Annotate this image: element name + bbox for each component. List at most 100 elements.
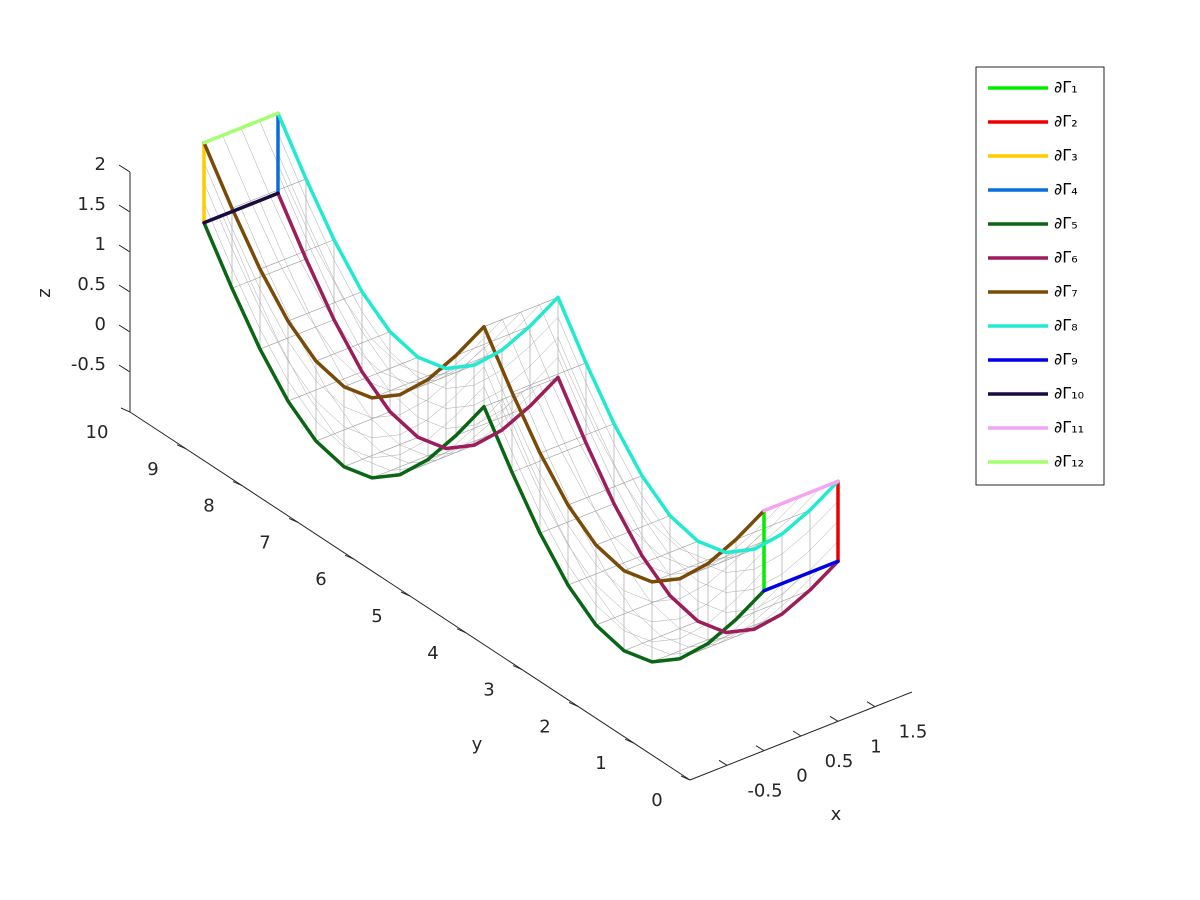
y-tick xyxy=(344,554,355,560)
mesh-line xyxy=(315,246,344,300)
mesh-line xyxy=(259,328,289,382)
legend-label: ∂Γ₁ xyxy=(1054,78,1078,97)
mesh-line xyxy=(614,617,643,644)
mesh-line xyxy=(389,351,419,378)
mesh-line xyxy=(287,340,317,382)
y-tick-label: 5 xyxy=(371,606,382,627)
x-tick-label: 0.5 xyxy=(825,751,854,772)
legend-box xyxy=(975,66,1105,486)
x-tick xyxy=(718,759,728,766)
mesh-line xyxy=(558,445,587,498)
mesh-line xyxy=(735,550,765,580)
mesh-line xyxy=(754,583,783,613)
y-tick-label: 8 xyxy=(203,496,214,517)
mesh-line xyxy=(529,317,559,347)
mesh-line xyxy=(277,153,307,220)
mesh-line xyxy=(501,345,531,371)
mesh-line xyxy=(362,459,391,471)
mesh-line xyxy=(240,207,270,274)
mesh-line xyxy=(501,365,531,391)
legend-label: ∂Γ₁₁ xyxy=(1054,418,1084,437)
mesh-line xyxy=(753,553,783,570)
legend-label: ∂Γ₅ xyxy=(1054,214,1078,233)
mesh-line xyxy=(333,259,363,312)
y-tick-label: 6 xyxy=(315,569,326,590)
boundary-curve xyxy=(762,559,840,593)
y-axis-label: y xyxy=(472,734,483,755)
mesh-line xyxy=(791,488,820,518)
x-tick-label: 1.5 xyxy=(899,722,928,743)
mesh-line xyxy=(371,338,400,365)
mesh-line xyxy=(343,406,373,419)
z-tick-label: 1.5 xyxy=(77,194,106,215)
mesh-line xyxy=(259,120,288,187)
boundary-curve xyxy=(202,140,766,584)
mesh-line xyxy=(744,524,774,549)
y-tick xyxy=(680,775,691,781)
mesh-line xyxy=(735,570,765,600)
mesh-line xyxy=(305,218,335,280)
mesh-line xyxy=(595,430,624,484)
z-tick-label: 2 xyxy=(95,154,106,175)
mesh-line xyxy=(567,370,596,432)
mesh-line xyxy=(259,308,289,362)
mesh-line xyxy=(651,602,680,629)
mesh-line xyxy=(352,426,382,453)
mesh-line xyxy=(250,280,279,342)
mesh-line xyxy=(492,311,522,341)
mesh-line xyxy=(445,385,475,389)
x-tick-label: -0.5 xyxy=(747,780,782,801)
mesh-line xyxy=(586,497,615,538)
mesh-line xyxy=(343,298,372,340)
legend-label: ∂Γ₇ xyxy=(1054,282,1078,301)
mesh-line xyxy=(417,417,447,429)
mesh-line xyxy=(352,346,382,373)
mesh-line xyxy=(660,635,690,648)
mesh-line xyxy=(231,248,261,310)
z-tick-label: 0.5 xyxy=(77,274,106,295)
z-tick xyxy=(118,284,131,293)
mesh-line xyxy=(380,371,410,384)
legend-label: ∂Γ₁₂ xyxy=(1054,452,1084,471)
mesh-line xyxy=(567,564,597,606)
mesh-line xyxy=(725,589,755,593)
boundary-curve xyxy=(276,191,840,635)
legend-label: ∂Γ₂ xyxy=(1054,112,1078,131)
mesh-line xyxy=(464,420,494,445)
y-tick-label: 10 xyxy=(86,422,109,443)
mesh-line xyxy=(557,357,587,424)
mesh-line xyxy=(389,371,419,398)
mesh-line xyxy=(558,525,587,578)
mesh-line xyxy=(725,569,755,573)
mesh-line xyxy=(520,391,550,458)
mesh-line xyxy=(763,517,792,542)
mesh-line xyxy=(613,483,643,536)
mesh-line xyxy=(305,198,335,260)
mesh-line xyxy=(361,331,391,372)
z-tick xyxy=(118,324,131,333)
mesh-line xyxy=(203,202,233,269)
mesh-line xyxy=(268,193,298,255)
mesh-line xyxy=(576,438,606,491)
mesh-line xyxy=(278,261,307,314)
x-tick-label: 0 xyxy=(796,766,807,787)
legend-label: ∂Γ₃ xyxy=(1054,146,1078,165)
boundary-curve xyxy=(762,479,840,513)
mesh-line xyxy=(632,610,662,637)
mesh-line xyxy=(529,337,559,367)
mesh-line xyxy=(343,378,372,420)
mesh-line xyxy=(464,340,494,365)
y-tick xyxy=(624,738,635,744)
mesh-line xyxy=(669,555,699,582)
mesh-line xyxy=(623,610,653,623)
mesh-line xyxy=(623,482,652,524)
mesh-line xyxy=(791,568,820,598)
mesh-line xyxy=(371,418,400,445)
mesh-line xyxy=(567,475,643,506)
mesh-line xyxy=(557,337,587,404)
boundary-curve xyxy=(202,220,766,664)
mesh-line xyxy=(679,623,709,639)
mesh-line xyxy=(445,405,475,409)
mesh-line xyxy=(725,609,755,613)
mesh-line xyxy=(417,377,447,389)
